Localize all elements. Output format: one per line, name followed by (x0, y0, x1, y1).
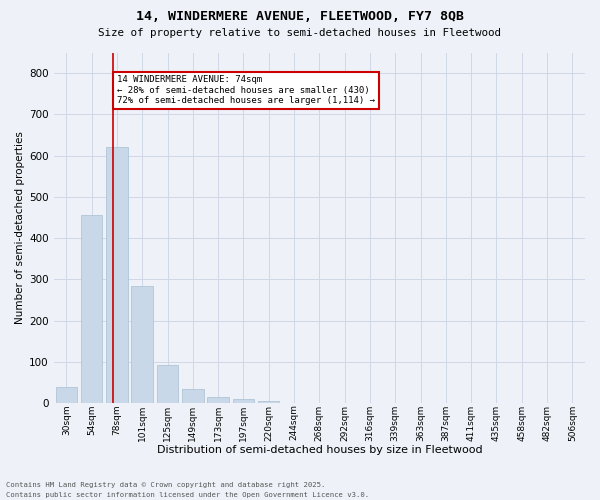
Text: 14, WINDERMERE AVENUE, FLEETWOOD, FY7 8QB: 14, WINDERMERE AVENUE, FLEETWOOD, FY7 8Q… (136, 10, 464, 23)
Bar (106, 148, 128, 403)
Bar (131, 286, 153, 403)
Bar (56, 386, 77, 403)
Bar (157, 365, 178, 403)
Bar (81, 216, 103, 403)
X-axis label: Distribution of semi-detached houses by size in Fleetwood: Distribution of semi-detached houses by … (157, 445, 482, 455)
Text: 14 WINDERMERE AVENUE: 74sqm
← 28% of semi-detached houses are smaller (430)
72% : 14 WINDERMERE AVENUE: 74sqm ← 28% of sem… (117, 75, 375, 105)
Y-axis label: Number of semi-detached properties: Number of semi-detached properties (15, 132, 25, 324)
Text: Size of property relative to semi-detached houses in Fleetwood: Size of property relative to semi-detach… (98, 28, 502, 38)
Bar (208, 397, 229, 403)
Text: Contains HM Land Registry data © Crown copyright and database right 2025.: Contains HM Land Registry data © Crown c… (6, 482, 325, 488)
Bar (258, 400, 280, 403)
Bar (182, 390, 203, 403)
Text: Contains public sector information licensed under the Open Government Licence v3: Contains public sector information licen… (6, 492, 369, 498)
Bar (233, 399, 254, 403)
